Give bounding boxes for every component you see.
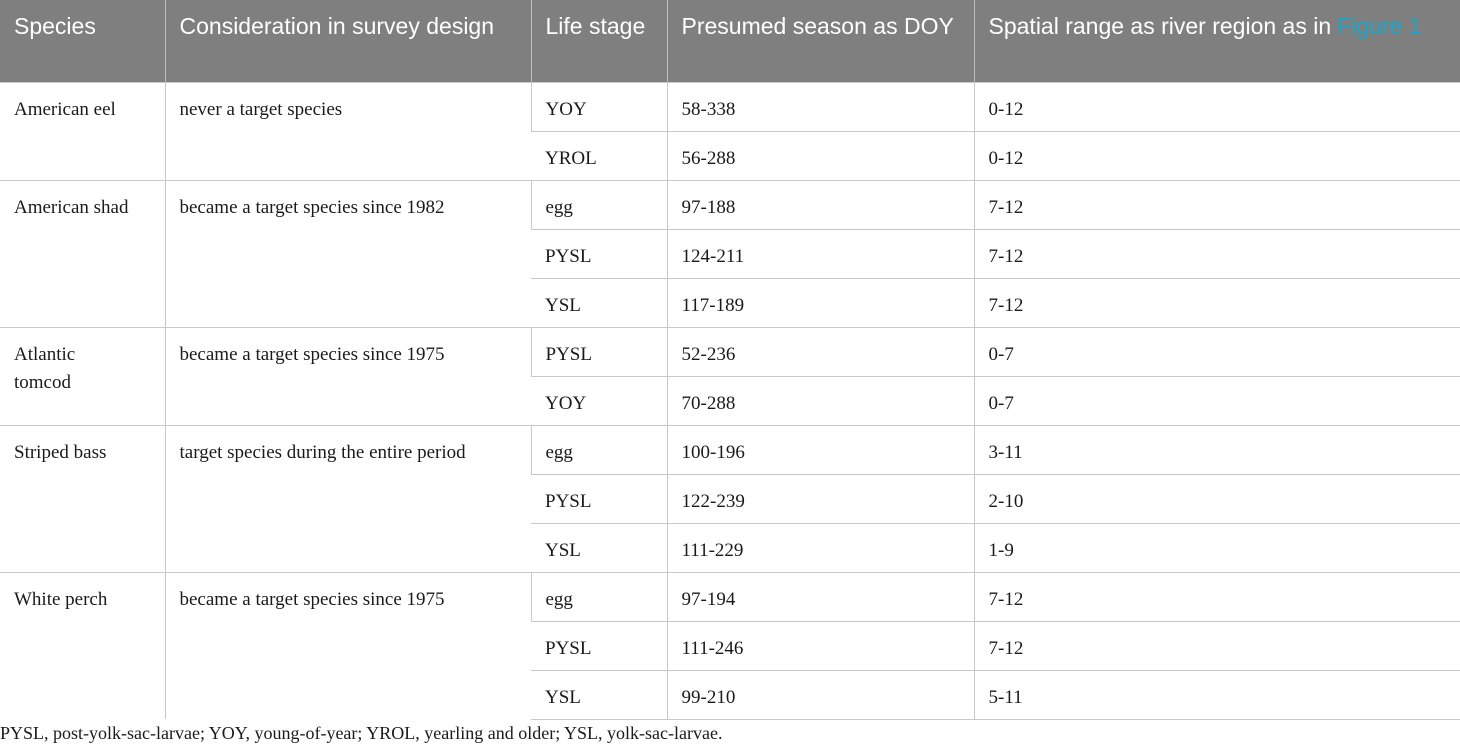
season-cell: 122-239 bbox=[666, 473, 974, 523]
consideration-cell: target species during the entire period bbox=[164, 424, 531, 572]
season-cell: 52-236 bbox=[666, 326, 974, 376]
consideration-cell: became a target species since 1975 bbox=[164, 571, 531, 719]
range-cell: 7-12 bbox=[973, 228, 1460, 278]
range-cell: 0-12 bbox=[973, 130, 1460, 180]
range-cell: 0-7 bbox=[973, 326, 1460, 376]
season-cell: 70-288 bbox=[666, 375, 974, 425]
season-cell: 117-189 bbox=[666, 277, 974, 327]
life-stage-cell: PYSL bbox=[530, 326, 667, 376]
range-cell: 1-9 bbox=[973, 522, 1460, 572]
species-table: Species Consideration in survey design L… bbox=[0, 0, 1460, 720]
header-species: Species bbox=[14, 13, 96, 39]
season-cell: 100-196 bbox=[666, 424, 974, 474]
header-spatial-range: Spatial range as river region as in Figu… bbox=[973, 0, 1460, 82]
species-cell: White perch bbox=[0, 571, 165, 719]
range-cell: 3-11 bbox=[973, 424, 1460, 474]
table-row: YSL 99-210 5-11 bbox=[0, 669, 1460, 720]
header-life-stage: Life stage bbox=[530, 0, 667, 82]
life-stage-cell: egg bbox=[530, 424, 667, 474]
table-row: YSL 111-229 1-9 bbox=[0, 522, 1460, 572]
range-cell: 7-12 bbox=[973, 620, 1460, 670]
life-stage-cell: PYSL bbox=[531, 228, 667, 278]
range-cell: 0-12 bbox=[973, 81, 1460, 131]
range-cell: 0-7 bbox=[973, 375, 1460, 425]
table-row: PYSL 124-211 7-12 bbox=[0, 228, 1460, 278]
season-cell: 124-211 bbox=[666, 228, 974, 278]
life-stage-cell: YSL bbox=[531, 277, 667, 327]
table-row: Atlantic tomcod became a target species … bbox=[0, 326, 1460, 425]
life-stage-cell: YOY bbox=[530, 81, 667, 131]
table-row: American shad became a target species si… bbox=[0, 179, 1460, 327]
life-stage-cell: YOY bbox=[531, 375, 667, 425]
season-cell: 97-194 bbox=[666, 571, 974, 621]
season-cell: 111-229 bbox=[666, 522, 974, 572]
species-cell: Striped bass bbox=[0, 424, 165, 572]
table-row: YOY 70-288 0-7 bbox=[0, 375, 1460, 425]
species-cell: American shad bbox=[0, 179, 165, 327]
life-stage-cell: YROL bbox=[531, 130, 667, 180]
range-cell: 7-12 bbox=[973, 571, 1460, 621]
table-row: YROL 56-288 0-12 bbox=[0, 130, 1460, 180]
season-cell: 97-188 bbox=[666, 179, 974, 229]
header-consideration: Consideration in survey design bbox=[164, 0, 531, 82]
life-stage-cell: egg bbox=[530, 179, 667, 229]
header-season: Presumed season as DOY bbox=[666, 0, 974, 82]
season-cell: 58-338 bbox=[666, 81, 974, 131]
table-header-row: Species Consideration in survey design L… bbox=[0, 0, 1460, 82]
range-cell: 7-12 bbox=[973, 277, 1460, 327]
life-stage-cell: PYSL bbox=[531, 620, 667, 670]
season-cell: 99-210 bbox=[666, 669, 974, 720]
header-spatial-text: Spatial range as river region as in bbox=[988, 13, 1338, 39]
consideration-cell: never a target species bbox=[164, 81, 531, 180]
table-row: White perch became a target species sinc… bbox=[0, 571, 1460, 719]
table-row: American eel never a target species YOY … bbox=[0, 81, 1460, 180]
table-row: YSL 117-189 7-12 bbox=[0, 277, 1460, 327]
season-cell: 111-246 bbox=[666, 620, 974, 670]
table-row: Striped bass target species during the e… bbox=[0, 424, 1460, 572]
species-cell: American eel bbox=[0, 81, 165, 180]
table-row: PYSL 111-246 7-12 bbox=[0, 620, 1460, 670]
life-stage-cell: egg bbox=[530, 571, 667, 621]
range-cell: 5-11 bbox=[973, 669, 1460, 720]
life-stage-cell: PYSL bbox=[531, 473, 667, 523]
figure-1-link[interactable]: Figure 1 bbox=[1337, 13, 1422, 39]
table-footnote: PYSL, post-yolk-sac-larvae; YOY, young-o… bbox=[0, 723, 723, 743]
season-cell: 56-288 bbox=[666, 130, 974, 180]
life-stage-cell: YSL bbox=[531, 669, 667, 720]
table-row: PYSL 122-239 2-10 bbox=[0, 473, 1460, 523]
species-cell: Atlantic tomcod bbox=[0, 326, 165, 425]
consideration-cell: became a target species since 1975 bbox=[164, 326, 531, 425]
range-cell: 7-12 bbox=[973, 179, 1460, 229]
consideration-cell: became a target species since 1982 bbox=[164, 179, 531, 327]
range-cell: 2-10 bbox=[973, 473, 1460, 523]
life-stage-cell: YSL bbox=[531, 522, 667, 572]
